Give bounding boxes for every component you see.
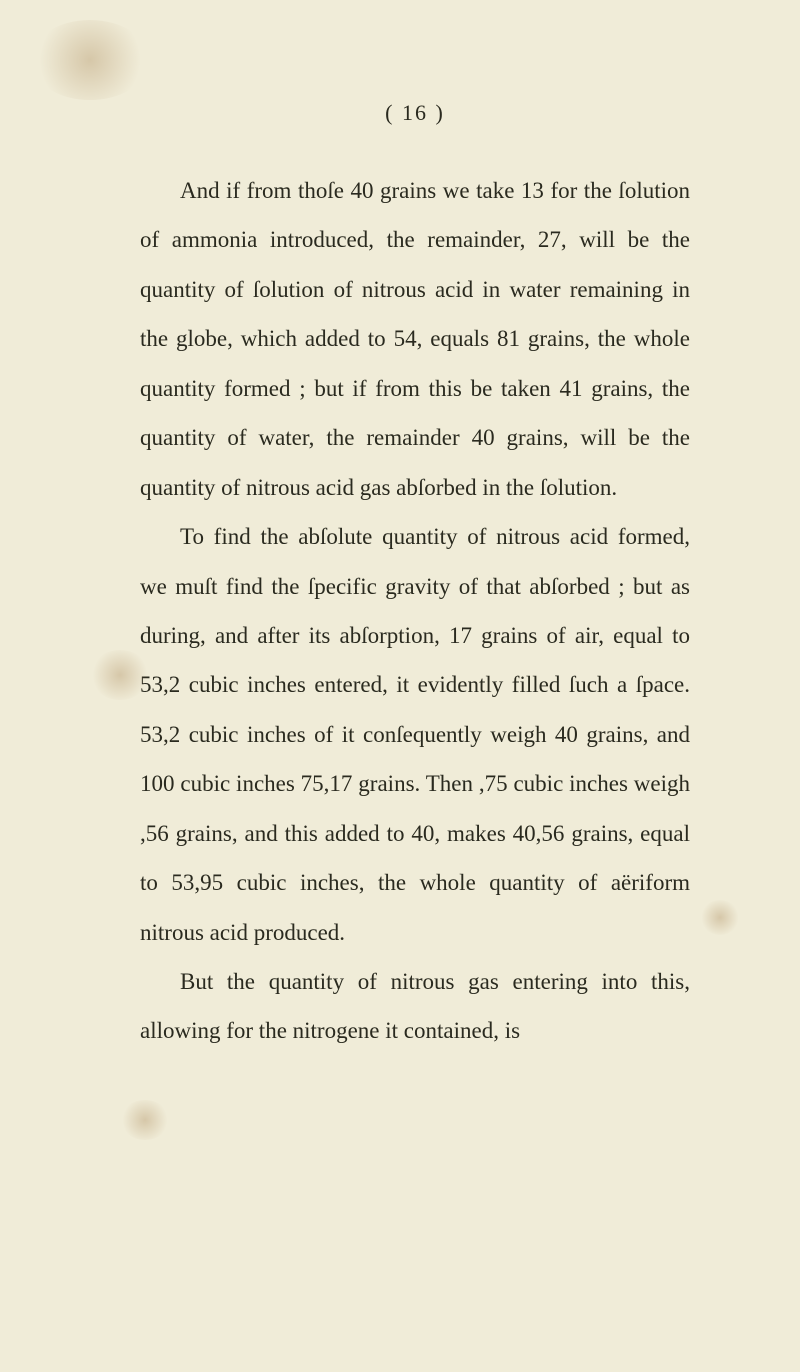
page-stain bbox=[120, 1100, 170, 1140]
page-stain bbox=[90, 650, 150, 700]
page-stain bbox=[700, 900, 740, 935]
body-paragraph-1: And if from thoſe 40 grains we take 13 f… bbox=[140, 166, 690, 512]
body-paragraph-2: To find the abſolute quantity of nitrous… bbox=[140, 512, 690, 957]
page-number: ( 16 ) bbox=[140, 100, 690, 126]
page-stain bbox=[30, 20, 150, 100]
document-page: ( 16 ) And if from thoſe 40 grains we ta… bbox=[0, 0, 800, 1116]
body-paragraph-3: But the quantity of nitrous gas entering… bbox=[140, 957, 690, 1056]
